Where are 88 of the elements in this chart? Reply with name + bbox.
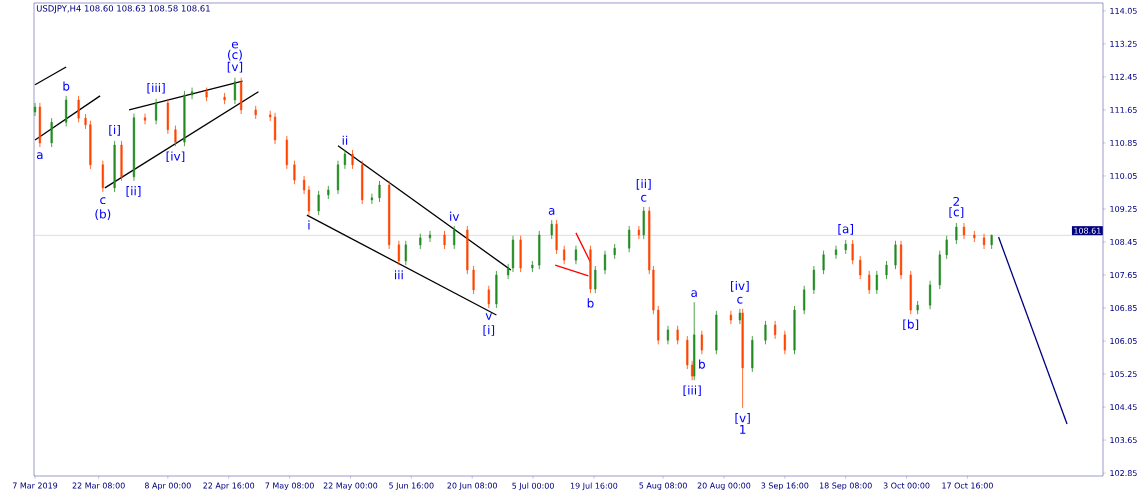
annotation: [i] [483,325,495,336]
candlestick [729,310,732,325]
candlestick [343,149,346,170]
candlestick [603,250,607,275]
candlestick [803,285,806,315]
candlestick [851,239,854,265]
annotation: b [587,298,594,308]
candlestick [443,230,446,250]
candlestick [174,125,177,147]
candlestick [700,330,703,355]
candlestick [885,260,888,280]
candlestick [774,320,777,340]
candlestick [574,245,578,265]
candlestick [404,240,407,266]
annotation: i [308,220,310,230]
candlestick [317,190,320,216]
candlestick [77,95,80,123]
candlestick [65,95,68,127]
annotation: iii [395,270,403,280]
candlestick [783,330,786,355]
candlestick [628,225,631,253]
candlestick [982,233,986,250]
annotation: a [691,290,697,298]
annotation: ii [342,135,348,145]
annotation: (c) [228,49,242,61]
annotation: c [737,296,743,304]
annotation: [i] [109,125,120,136]
annotation: [c] [949,207,964,218]
annotation: [iii] [683,385,701,397]
annotation: b [63,81,70,91]
annotation: 2 [953,196,959,206]
candlestick [894,240,897,270]
annotation: 1 [740,425,746,434]
candlestick [370,193,373,205]
candlestick [428,230,432,243]
candlestick [738,308,741,325]
candlestick [859,255,862,280]
candlestick [472,265,475,295]
candlestick [550,219,553,240]
candlestick [834,245,838,260]
chart-title: USDJPY,H4 108.60 108.63 108.58 108.61 [36,5,210,14]
annotation: [a] [838,224,853,235]
candlestick [155,98,158,125]
annotation: [ii] [636,179,651,190]
annotation: e [231,41,238,49]
annotation: [v] [227,61,243,73]
annotation: [b] [903,319,919,331]
candlestick [378,180,381,203]
candlestick [955,222,958,245]
candlestick [101,160,104,193]
candlestick [273,112,277,145]
candlestick [676,325,679,345]
candlestick [945,235,948,260]
candlestick [190,87,194,100]
annotation: [iv] [166,151,185,163]
annotation: c [641,194,647,202]
candlestick [764,320,767,345]
candlestick [868,270,871,295]
annotation: c [100,197,106,205]
candlestick [822,250,825,275]
candlestick [397,240,400,266]
candlestick [143,113,147,125]
annotation: (b) [95,209,111,220]
candlestick [351,149,354,170]
annotation: b [699,359,705,369]
annotation: [ii] [126,186,141,197]
candlestick [812,265,815,295]
candlestick [50,117,53,148]
annotation: [v] [735,413,750,424]
candlestick [594,265,597,294]
candlestick [33,102,37,117]
candlestick [453,225,456,250]
annotation: v [485,313,492,320]
candlestick [929,280,932,310]
candlestick [233,77,237,105]
annotation: a [36,152,43,160]
candlestick [563,245,566,265]
annotation: a [548,208,555,215]
candlestick [637,225,640,240]
candlestick [487,285,490,309]
annotation: iv [450,211,460,221]
candlestick [293,160,296,185]
candlestick [642,206,645,240]
candlestick [962,222,966,240]
candlestick [875,270,878,295]
candlestick [666,325,670,345]
annotation: [iv] [731,280,749,292]
annotation: [iii] [147,82,165,94]
